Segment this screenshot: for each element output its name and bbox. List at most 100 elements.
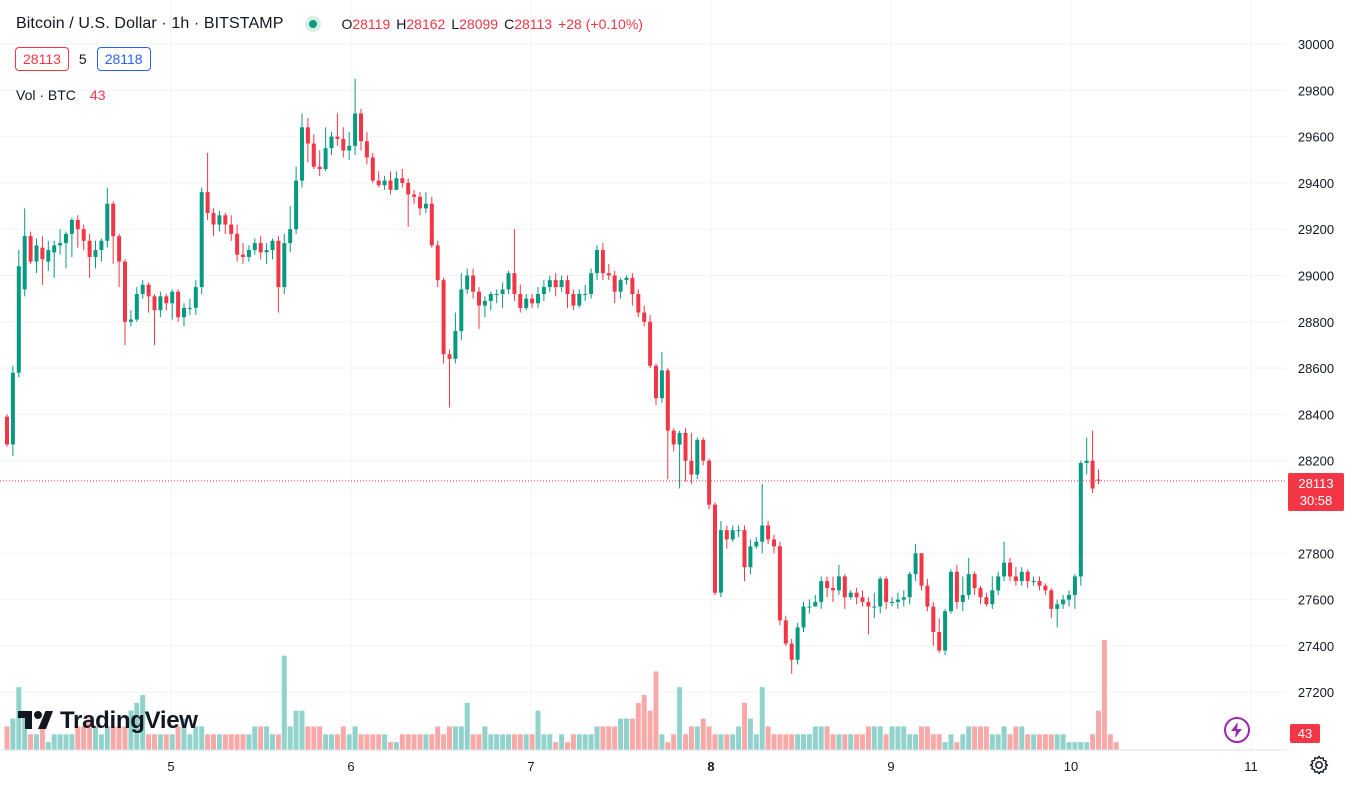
candle-body <box>701 439 706 461</box>
volume-bar <box>1113 742 1119 750</box>
volume-bar <box>865 726 871 750</box>
candle-body <box>954 571 959 602</box>
volume-bar <box>494 734 500 750</box>
volume-bar <box>39 726 45 750</box>
volume-bar <box>860 734 865 750</box>
volume-bar <box>824 726 830 750</box>
symbol-legend: Bitcoin / U.S. Dollar · 1h · BITSTAMP O2… <box>16 15 643 33</box>
candle <box>860 590 865 607</box>
candle <box>264 243 269 264</box>
sell-price-button[interactable]: 28113 <box>15 47 69 71</box>
tradingview-wordmark: TradingView <box>60 707 198 734</box>
candle-body <box>541 287 546 295</box>
candle <box>901 590 906 607</box>
volume-bar <box>848 734 854 750</box>
candle <box>341 127 346 158</box>
candle-body <box>75 219 80 230</box>
candle-body <box>1031 581 1036 583</box>
volume-bar <box>181 718 187 750</box>
volume-bar <box>659 734 665 750</box>
volume-bar <box>447 726 452 750</box>
candle <box>447 349 452 408</box>
candle-body <box>825 581 830 589</box>
volume-bar <box>222 734 228 750</box>
buy-price-button[interactable]: 28118 <box>96 47 151 71</box>
candle <box>105 187 110 248</box>
volume-bar <box>913 734 919 750</box>
candle <box>134 287 139 322</box>
volume-bar <box>594 726 600 750</box>
volume-bar <box>175 726 181 750</box>
candle <box>689 432 694 484</box>
candle <box>695 437 700 480</box>
candle <box>335 113 340 146</box>
volume-bar <box>340 726 346 750</box>
candle-body <box>170 291 175 304</box>
candle-body <box>577 294 582 306</box>
lightning-icon[interactable] <box>1224 717 1250 743</box>
volume-bar <box>895 726 901 750</box>
volume-bar <box>742 702 747 750</box>
candle-body <box>943 611 948 651</box>
volume-bar <box>960 734 966 750</box>
candle-body <box>1037 581 1042 586</box>
price-tick-label: 29200 <box>1298 222 1334 237</box>
candle <box>671 428 676 452</box>
candle <box>99 238 104 262</box>
volume-bar <box>871 726 877 750</box>
candle-body <box>199 192 204 288</box>
candle-body <box>453 331 458 359</box>
volume-bar <box>535 710 541 750</box>
volume-bar <box>240 734 246 750</box>
candle <box>559 275 564 292</box>
price-scale[interactable]: 30000 29800 29600 29400 29200 29000 28800 28600… <box>1298 37 1334 700</box>
volume-bar <box>104 726 110 750</box>
candle <box>494 289 499 304</box>
candle-body <box>866 601 871 607</box>
candle <box>176 289 181 322</box>
symbol-title[interactable]: Bitcoin / U.S. Dollar · 1h · BITSTAMP <box>16 15 284 32</box>
volume-bar <box>358 734 364 750</box>
candle-body <box>683 432 688 461</box>
tradingview-logo[interactable]: TradingView <box>18 707 198 735</box>
candle-body <box>937 632 942 651</box>
volume-bar <box>4 726 10 750</box>
volume-bar <box>966 726 972 750</box>
volume-bar <box>665 742 671 750</box>
candle <box>1031 576 1036 586</box>
volume-bar <box>641 695 647 750</box>
volume-bar <box>789 734 795 750</box>
candle <box>972 571 977 595</box>
candle <box>718 520 723 598</box>
candle-body <box>87 240 92 257</box>
candle-body <box>972 574 977 589</box>
candle <box>536 287 540 308</box>
volume-bar <box>441 734 447 750</box>
volume-bar <box>647 710 653 750</box>
candle <box>600 243 605 281</box>
volume-bar <box>157 734 163 750</box>
candle-body <box>246 250 251 257</box>
candle <box>40 236 45 285</box>
candle-body <box>329 136 334 149</box>
volume-bar <box>523 734 529 750</box>
market-open-status-icon[interactable] <box>305 16 322 32</box>
gear-icon[interactable] <box>1308 754 1330 776</box>
candle-body <box>5 416 9 445</box>
candle-body <box>583 294 588 296</box>
candle-body <box>294 180 299 230</box>
candle-body <box>211 212 216 225</box>
candle <box>164 294 169 311</box>
time-scale[interactable]: 5 6 7 8 9 10 11 <box>167 759 1257 774</box>
candle-body <box>99 240 104 251</box>
candle <box>683 428 688 482</box>
candle-body <box>128 319 133 322</box>
candle-body <box>978 588 983 598</box>
volume-label[interactable]: Vol · BTC <box>16 87 76 103</box>
volume-bar <box>712 734 718 750</box>
candle-body <box>754 541 759 547</box>
candle-body <box>654 365 658 399</box>
candle <box>453 312 458 364</box>
candle <box>960 576 965 612</box>
